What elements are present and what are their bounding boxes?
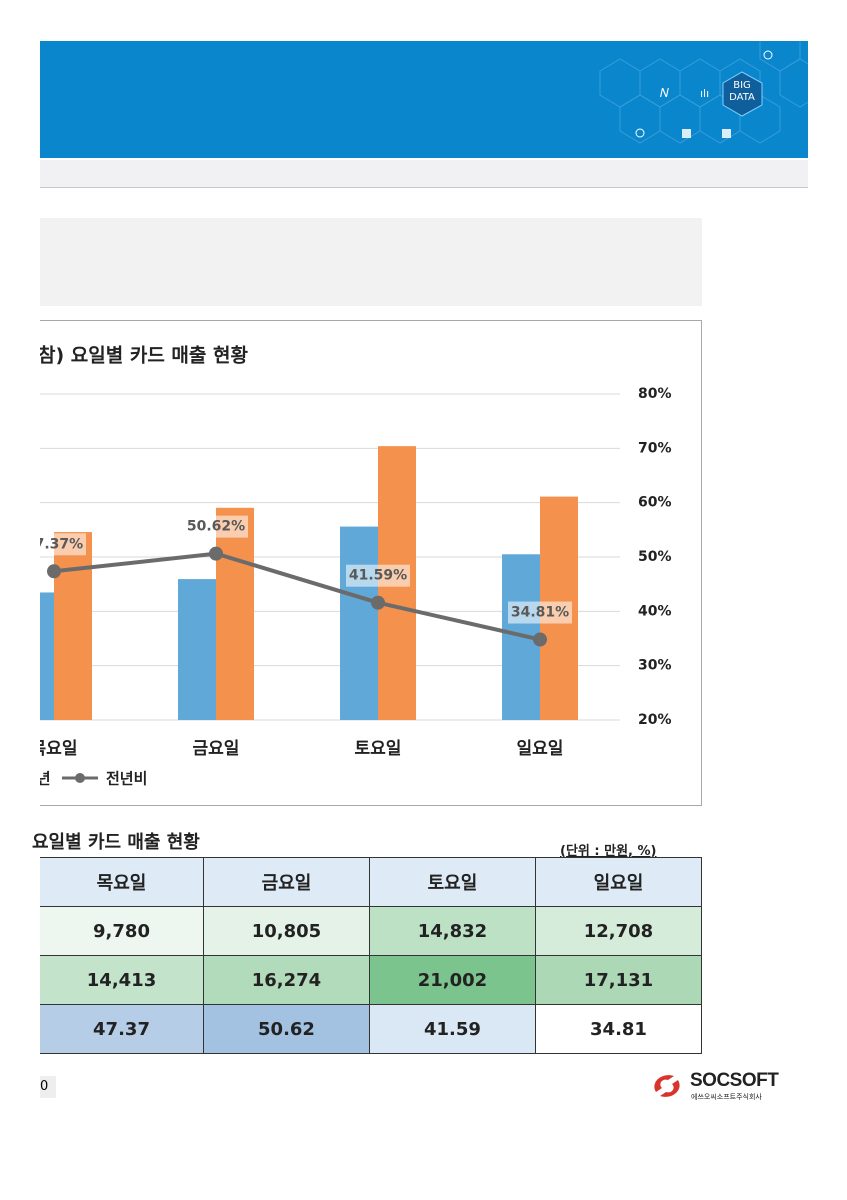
table-wrap: 목요일 금요일 토요일 일요일 9,780 10,805 14,832 12,708 14,41… <box>40 857 702 1054</box>
chart: 참) 요일별 카드 매출 현황 20% 30% 40% 50% 60% 70% 80% 47.… <box>0 344 672 788</box>
cell: 14,413 <box>40 955 204 1005</box>
data-row: 14,413 16,274 21,002 17,131 <box>40 955 702 1005</box>
banner-graphic: 𝑁 ılı BIG DATA <box>599 41 808 144</box>
y2-tick-label: 70% <box>638 440 672 456</box>
y2-tick-label: 50% <box>638 549 672 565</box>
svg-text:𝑁: 𝑁 <box>660 86 669 100</box>
cell: 34.81 <box>534 1004 702 1054</box>
x-tick-label: 일요일 <box>517 739 564 759</box>
cell: 21,002 <box>368 955 536 1005</box>
bar <box>216 507 254 720</box>
bar <box>16 592 54 720</box>
page-number: 0 <box>40 1076 56 1098</box>
line-point <box>371 595 385 610</box>
data-table: 목요일 금요일 토요일 일요일 9,780 10,805 14,832 12,708 14,41… <box>40 857 702 1054</box>
y2-tick-label: 20% <box>638 712 672 728</box>
company-name: 에쓰오씨소프트주식회사 <box>691 1092 762 1101</box>
column-header: 금요일 <box>203 857 370 907</box>
data-row: 9,780 10,805 14,832 12,708 <box>40 906 702 956</box>
cell: 50.62 <box>203 1004 370 1054</box>
cell: 14,832 <box>368 906 536 956</box>
column-header: 목요일 <box>40 857 204 907</box>
cell: 9,780 <box>40 906 204 956</box>
value-label-bg <box>508 601 572 624</box>
y2-tick-label: 60% <box>638 495 672 511</box>
bar <box>340 526 378 720</box>
cell: 17,131 <box>534 955 702 1005</box>
logo-graphic: SOCSOFT 에쓰오씨소프트주식회사 <box>654 1070 780 1101</box>
header-row: 목요일 금요일 토요일 일요일 <box>40 857 702 907</box>
column-header: 토요일 <box>368 857 536 907</box>
column-header: 일요일 <box>534 857 702 907</box>
value-label: 41.59% <box>349 568 407 584</box>
chart-frame: 참) 요일별 카드 매출 현황 20% 30% 40% 50% 60% 70% 80% 47.… <box>0 320 702 806</box>
value-label-bg <box>346 564 410 587</box>
x-tick-label: 토요일 <box>355 739 402 759</box>
line <box>53 551 541 642</box>
nav-strip <box>40 160 808 188</box>
badge-text: DATA <box>729 92 755 103</box>
data-row: 47.37 50.62 41.59 34.81 <box>40 1004 702 1054</box>
badge-text: BIG <box>733 80 751 91</box>
cell: 47.37 <box>40 1004 204 1054</box>
legend-label: 2018년 <box>40 770 51 788</box>
value-label: 34.81% <box>511 605 569 621</box>
value-label: 50.62% <box>187 519 245 535</box>
value-label: 47.37% <box>40 536 83 552</box>
legend-label: 전년비 <box>106 770 147 788</box>
table-title-text: 요일별 카드 매출 현황 <box>32 832 200 853</box>
y2-tick-label: 30% <box>638 658 672 674</box>
header-banner: 𝑁 ılı BIG DATA <box>40 41 808 158</box>
cell: 41.59 <box>368 1004 536 1054</box>
y2-tick-label: 40% <box>638 603 672 619</box>
y2-tick-label: 80% <box>638 386 672 402</box>
value-label-bg <box>184 515 248 538</box>
logo-text: SOCSOFT <box>690 1070 779 1091</box>
svg-text:ılı: ılı <box>700 87 709 100</box>
bar <box>178 579 216 720</box>
x-tick-label: 금요일 <box>193 739 240 759</box>
bar <box>54 532 92 720</box>
x-tick-label: 목요일 <box>40 739 77 759</box>
table-title: 요일별 카드 매출 현황 <box>30 828 330 854</box>
cell: 12,708 <box>534 906 702 956</box>
line-point <box>533 632 547 647</box>
logo: SOCSOFT 에쓰오씨소프트주식회사 <box>648 1066 788 1106</box>
legend-marker <box>75 773 85 783</box>
cell: 16,274 <box>203 955 370 1005</box>
line-point <box>209 546 223 561</box>
unit-note: (단위 : 만원, %) <box>560 844 657 859</box>
chart-title: 참) 요일별 카드 매출 현황 <box>40 344 248 367</box>
cell: 10,805 <box>203 906 370 956</box>
line-point <box>47 564 61 579</box>
summary-box <box>40 218 702 306</box>
